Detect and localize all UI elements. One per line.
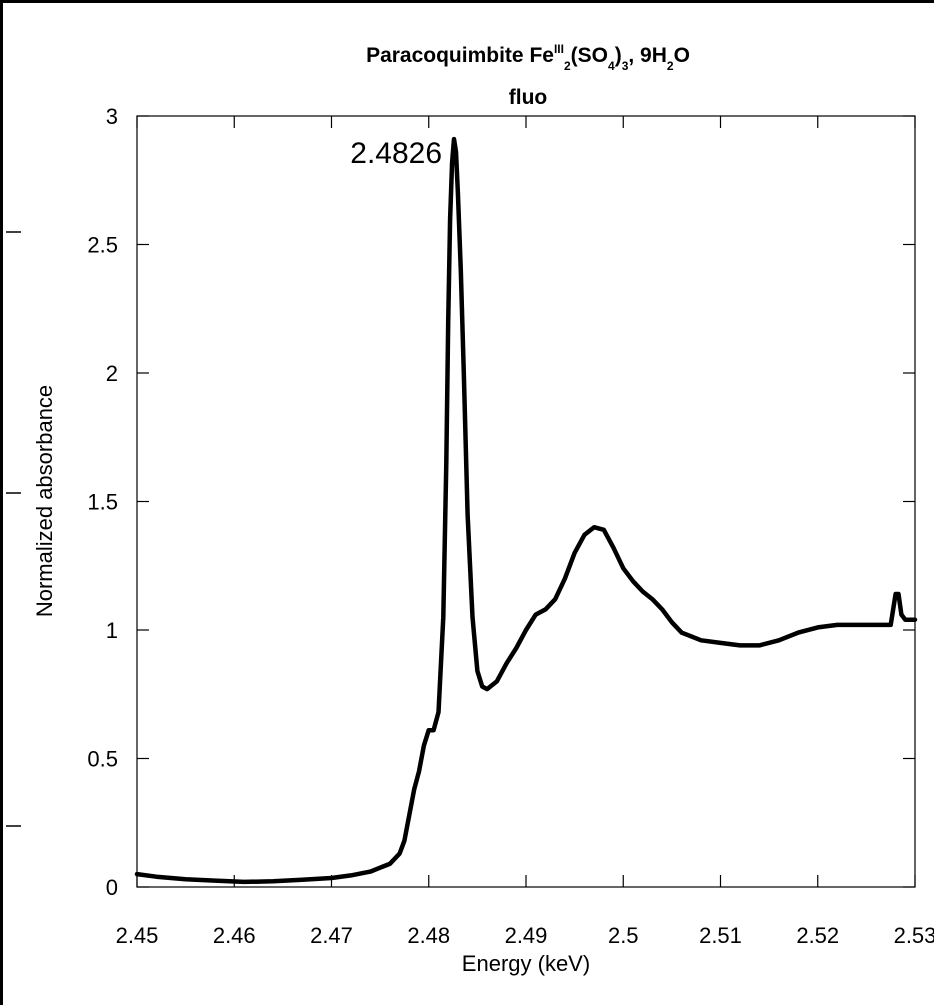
chart-title: Paracoquimbite FeIII2(SO4)3, 9H2O <box>366 42 690 73</box>
y-tick-label: 1.5 <box>87 490 118 515</box>
title-subscript: 2 <box>667 59 674 73</box>
x-tick-label: 2.49 <box>505 923 548 948</box>
chart: Paracoquimbite FeIII2(SO4)3, 9H2O fluo 2… <box>6 42 934 976</box>
x-tick-label: 2.46 <box>213 923 256 948</box>
y-tick-label: 0 <box>106 875 118 900</box>
title-subscript: 2 <box>564 59 571 73</box>
y-tick-label: 3 <box>106 104 118 129</box>
title-text: Paracoquimbite Fe <box>366 44 554 67</box>
x-tick-label: 2.52 <box>796 923 839 948</box>
x-tick-label: 2.47 <box>310 923 353 948</box>
x-tick-label: 2.5 <box>608 923 639 948</box>
title-text: , 9H <box>628 44 667 67</box>
y-tick-label: 1 <box>106 618 118 643</box>
plot-area <box>136 115 916 888</box>
y-tick-label: 2.5 <box>87 233 118 258</box>
x-tick-label: 2.51 <box>699 923 742 948</box>
x-axis-label: Energy (keV) <box>462 951 590 976</box>
y-tick-label: 2 <box>106 361 118 386</box>
x-tick-label: 2.48 <box>407 923 450 948</box>
y-tick-label: 0.5 <box>87 747 118 772</box>
x-tick-labels: 2.45 2.46 2.47 2.48 2.49 2.5 2.51 2.52 2.53 <box>116 923 934 948</box>
series-line <box>134 136 918 885</box>
x-tick-label: 2.45 <box>116 923 159 948</box>
y-axis-label: Normalized absorbance <box>32 385 57 617</box>
title-text: (SO <box>571 44 608 67</box>
title-subscript: 3 <box>622 59 629 73</box>
axis-ticks <box>136 115 916 888</box>
chart-subtitle: fluo <box>509 86 547 109</box>
title-text: O <box>674 44 690 67</box>
title-subscript: 4 <box>608 59 615 73</box>
title-superscript: III <box>554 42 564 56</box>
x-tick-label: 2.53 <box>894 923 934 948</box>
title-text: ) <box>615 44 622 67</box>
peak-annotation: 2.4826 <box>350 137 442 170</box>
y-tick-labels: 0 0.5 1 1.5 2 2.5 3 <box>87 104 118 900</box>
